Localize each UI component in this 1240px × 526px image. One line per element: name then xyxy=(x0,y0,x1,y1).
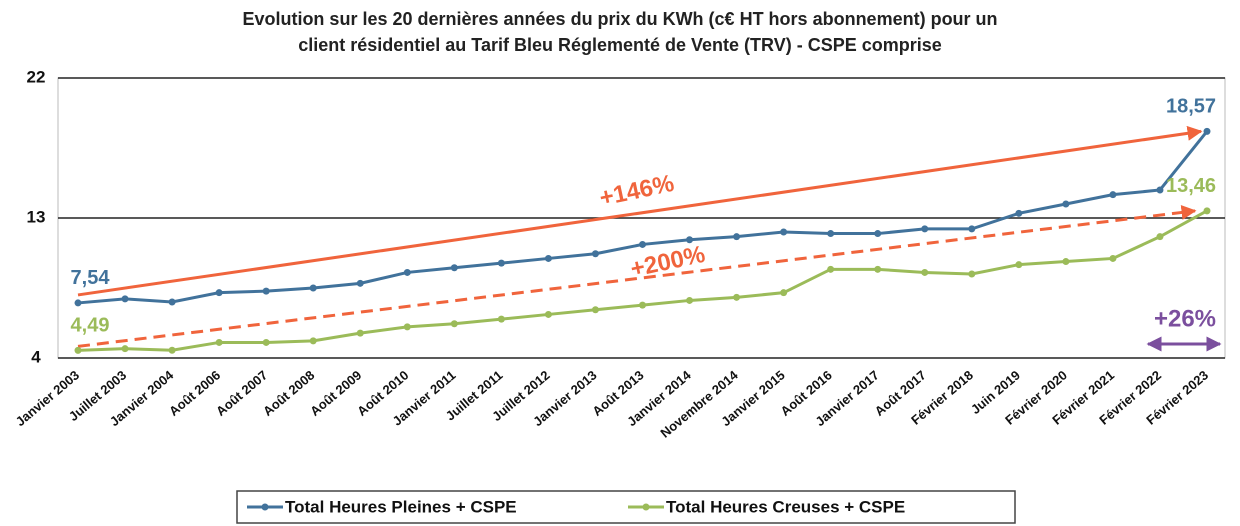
x-tick-label: Août 2006 xyxy=(166,367,223,418)
annotation: +26% xyxy=(1154,305,1216,332)
point xyxy=(686,236,694,244)
point xyxy=(874,265,882,273)
point xyxy=(1109,254,1117,262)
point xyxy=(827,230,835,238)
legend-box xyxy=(236,490,1016,524)
point xyxy=(262,287,270,295)
point xyxy=(356,329,364,337)
point xyxy=(968,225,976,233)
legend-label: Total Heures Creuses + CSPE xyxy=(666,497,905,516)
point xyxy=(403,268,411,276)
point xyxy=(544,310,552,318)
y-tick-label: 22 xyxy=(27,67,46,86)
data-label: 18,57 xyxy=(1166,96,1216,118)
point xyxy=(921,225,929,233)
point xyxy=(450,264,458,272)
point xyxy=(1015,209,1023,217)
point xyxy=(74,346,82,354)
point xyxy=(1156,186,1164,194)
point xyxy=(168,346,176,354)
point xyxy=(591,250,599,258)
data-label: 13,46 xyxy=(1166,175,1216,197)
point xyxy=(74,299,82,307)
point xyxy=(497,259,505,267)
point xyxy=(262,338,270,346)
point xyxy=(780,228,788,236)
point xyxy=(1203,207,1211,215)
point xyxy=(450,320,458,328)
point xyxy=(591,306,599,314)
data-label: 7,54 xyxy=(71,267,111,289)
point xyxy=(356,279,364,287)
legend-label: Total Heures Pleines + CSPE xyxy=(285,497,517,516)
point xyxy=(497,315,505,323)
point xyxy=(874,230,882,238)
point xyxy=(309,337,317,345)
chart-title: Evolution sur les 20 dernières années du… xyxy=(242,9,997,29)
point xyxy=(403,323,411,331)
x-tick-label: Août 2008 xyxy=(260,367,317,418)
y-tick-label: 13 xyxy=(27,207,46,226)
point xyxy=(215,289,223,297)
point xyxy=(1109,191,1117,199)
point xyxy=(639,301,646,309)
point xyxy=(1062,200,1070,208)
annotation: +146% xyxy=(597,170,676,212)
point xyxy=(309,284,317,292)
annotation: +200% xyxy=(628,241,707,283)
point xyxy=(780,289,788,297)
point xyxy=(544,254,552,262)
trend-arrow xyxy=(77,205,1197,348)
point xyxy=(1156,233,1164,241)
x-tick-label: Août 2009 xyxy=(307,367,364,418)
point xyxy=(733,233,741,241)
point xyxy=(1203,127,1211,135)
legend-swatch xyxy=(261,503,269,511)
point xyxy=(121,345,129,353)
point xyxy=(215,338,223,346)
point xyxy=(639,240,646,248)
chart-title: client résidentiel au Tarif Bleu Régleme… xyxy=(298,35,942,55)
data-label: 4,49 xyxy=(71,315,110,337)
point xyxy=(968,270,976,278)
point xyxy=(121,295,129,303)
x-tick-label: Août 2007 xyxy=(213,367,270,418)
point xyxy=(1062,258,1070,266)
y-tick-label: 4 xyxy=(31,347,41,366)
point xyxy=(168,298,176,306)
point xyxy=(686,296,694,304)
point xyxy=(827,265,835,273)
point xyxy=(1015,261,1023,269)
legend-swatch xyxy=(642,503,650,511)
point xyxy=(733,293,741,301)
trend-arrow xyxy=(77,125,1203,297)
point xyxy=(921,268,929,276)
